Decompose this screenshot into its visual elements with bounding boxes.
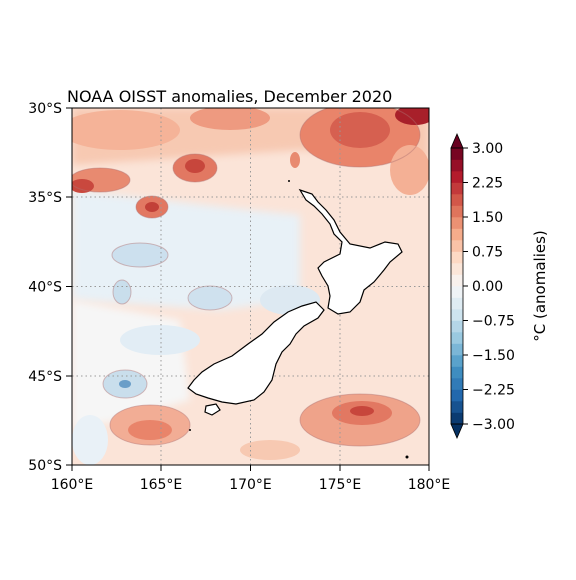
colorbar-band bbox=[451, 297, 463, 310]
colorbar-band bbox=[451, 320, 463, 333]
colorbar-band bbox=[451, 412, 463, 425]
colorbar-band bbox=[451, 217, 463, 229]
colorbar-bands bbox=[451, 148, 463, 425]
y-tick-label: 50°S bbox=[28, 458, 62, 474]
colorbar-band bbox=[451, 205, 463, 218]
colorbar-ticks bbox=[463, 147, 468, 425]
y-tick-label: 45°S bbox=[28, 369, 62, 385]
colorbar-band bbox=[451, 228, 463, 241]
colorbar-band bbox=[451, 240, 463, 252]
colorbar-band bbox=[451, 263, 463, 275]
colorbar-tick-label: 0.00 bbox=[472, 279, 503, 295]
colorbar-band bbox=[451, 171, 463, 183]
x-tick-label: 160°E bbox=[51, 477, 94, 493]
colorbar-tick-label: −1.50 bbox=[472, 348, 515, 364]
x-tick-label: 170°E bbox=[229, 477, 272, 493]
colorbar-extend-min bbox=[450, 423, 464, 440]
x-tick-label: 165°E bbox=[140, 477, 183, 493]
map-panel: 160°E 165°E 170°E 175°E 180°E 30°S 35°S … bbox=[28, 101, 450, 493]
colorbar-tick-label: 0.75 bbox=[472, 245, 503, 261]
colorbar-band bbox=[451, 182, 463, 195]
anomaly-field bbox=[72, 108, 429, 465]
colorbar-tick-label: 3.00 bbox=[472, 141, 503, 157]
colorbar-band bbox=[451, 355, 463, 367]
colorbar-band bbox=[451, 378, 463, 390]
stewart-island bbox=[204, 403, 221, 416]
y-tick-label: 30°S bbox=[28, 101, 62, 117]
outlying-islands bbox=[189, 180, 409, 459]
colorbar: 3.00 2.25 1.50 0.75 0.00 −0.75 −1.50 −2.… bbox=[450, 132, 549, 440]
y-tick-label: 40°S bbox=[28, 280, 62, 296]
colorbar-band bbox=[451, 251, 463, 264]
colorbar-band bbox=[451, 159, 463, 172]
colorbar-label: °C (anomalies) bbox=[531, 230, 549, 342]
colorbar-band bbox=[451, 332, 463, 344]
x-tick-label: 180°E bbox=[408, 477, 451, 493]
colorbar-band bbox=[451, 309, 463, 321]
new-zealand-land bbox=[187, 188, 403, 416]
north-island bbox=[298, 188, 403, 315]
colorbar-tick-label: −0.75 bbox=[472, 314, 515, 330]
colorbar-band bbox=[451, 274, 463, 287]
colorbar-band bbox=[451, 389, 463, 402]
colorbar-band bbox=[451, 286, 463, 298]
colorbar-band bbox=[451, 366, 463, 379]
colorbar-band bbox=[451, 343, 463, 356]
map-ticks bbox=[66, 107, 430, 471]
colorbar-band bbox=[451, 401, 463, 413]
colorbar-band bbox=[451, 148, 463, 160]
colorbar-band bbox=[451, 194, 463, 206]
map-title: NOAA OISST anomalies, December 2020 bbox=[67, 87, 392, 106]
colorbar-extend-max bbox=[450, 132, 464, 149]
y-tick-label: 35°S bbox=[28, 190, 62, 206]
colorbar-tick-label: 2.25 bbox=[472, 176, 503, 192]
south-island bbox=[187, 301, 325, 405]
colorbar-tick-label: −3.00 bbox=[472, 417, 515, 433]
x-tick-label: 175°E bbox=[319, 477, 362, 493]
map-gridlines bbox=[72, 108, 429, 465]
colorbar-tick-label: −2.25 bbox=[472, 383, 515, 399]
colorbar-tick-label: 1.50 bbox=[472, 210, 503, 226]
